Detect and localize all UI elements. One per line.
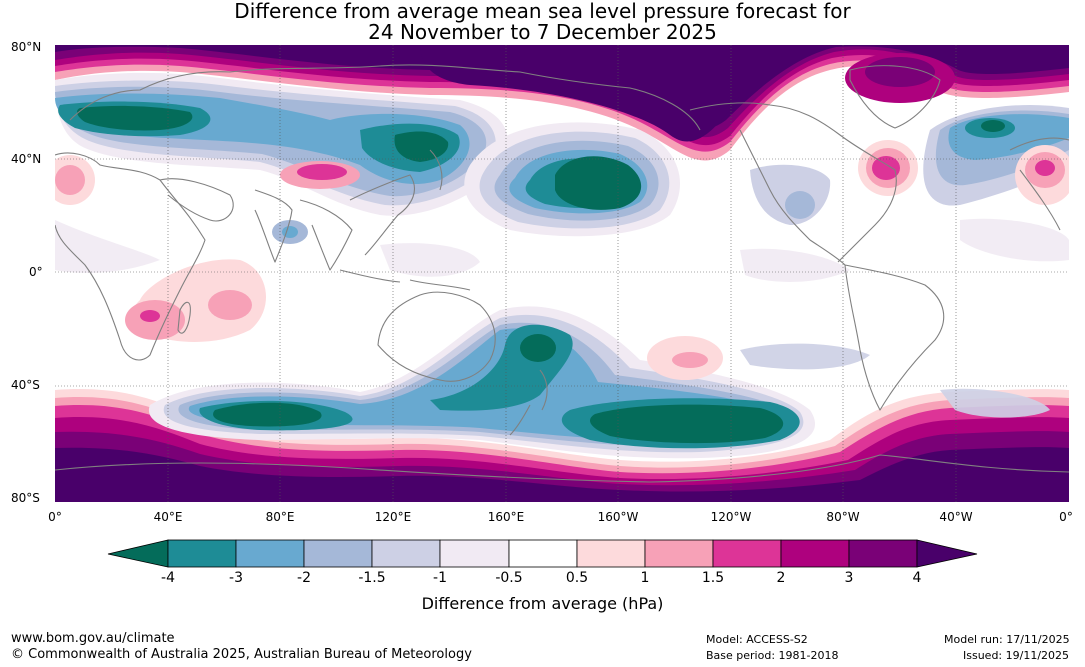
- colorbar-tick: 0.5: [565, 570, 589, 586]
- colorbar-tick: -3: [229, 570, 243, 586]
- coastlines: [55, 64, 1069, 483]
- lon-label-40w: 40°W: [939, 510, 973, 524]
- lon-label-120w: 120°W: [710, 510, 752, 524]
- map-field: [55, 45, 1069, 502]
- lon-label-160w: 160°W: [597, 510, 639, 524]
- graticule: [55, 45, 1069, 502]
- map-title-line2: 24 November to 7 December 2025: [368, 20, 717, 44]
- lon-label-40e: 40°E: [153, 510, 183, 524]
- colorbar-label: Difference from average (hPa): [421, 594, 664, 613]
- footer-base-period: Base period: 1981-2018: [706, 649, 839, 662]
- tropical-weak-negative: [55, 218, 1069, 418]
- colorbar-tick: 1.5: [701, 570, 725, 586]
- lon-label-80e: 80°E: [265, 510, 295, 524]
- colorbar-tick: -0.5: [495, 570, 523, 586]
- antarctic-positive-band: [55, 389, 1069, 502]
- lat-label-40n: 40°N: [11, 152, 42, 166]
- colorbar-tick: 1: [640, 570, 650, 586]
- footer-model-run: Model run: 17/11/2025: [944, 633, 1070, 646]
- lon-label-80w: 80°W: [826, 510, 860, 524]
- footer-model: Model: ACCESS-S2: [706, 633, 808, 646]
- footer-issued: Issued: 19/11/2025: [963, 649, 1070, 662]
- colorbar-tick: 2: [776, 570, 786, 586]
- lon-label-160e: 160°E: [487, 510, 525, 524]
- map-title-line1: Difference from average mean sea level p…: [234, 0, 851, 23]
- lon-label-0-right: 0°: [1059, 510, 1073, 524]
- colorbar-tick: -1.5: [358, 570, 386, 586]
- lat-label-80s: 80°S: [11, 491, 40, 505]
- lat-label-40s: 40°S: [11, 378, 40, 392]
- lon-label-0: 0°: [48, 510, 62, 524]
- arctic-positive-band: [55, 45, 1069, 161]
- lat-label-0: 0°: [29, 265, 43, 279]
- colorbar-tick: -4: [161, 570, 175, 586]
- lat-label-80n: 80°N: [11, 40, 42, 54]
- positive-patches: [55, 140, 1069, 380]
- colorbar-tick: -1: [433, 570, 447, 586]
- colorbar-tick: 3: [844, 570, 854, 586]
- colorbar-tick: -2: [297, 570, 311, 586]
- lon-label-120e: 120°E: [374, 510, 412, 524]
- southern-negative-band: [148, 306, 816, 459]
- footer-copyright: © Commonwealth of Australia 2025, Austra…: [11, 647, 472, 662]
- colorbar-tick: 4: [912, 570, 922, 586]
- colorbar: [107, 539, 978, 568]
- footer-website[interactable]: www.bom.gov.au/climate: [11, 631, 175, 646]
